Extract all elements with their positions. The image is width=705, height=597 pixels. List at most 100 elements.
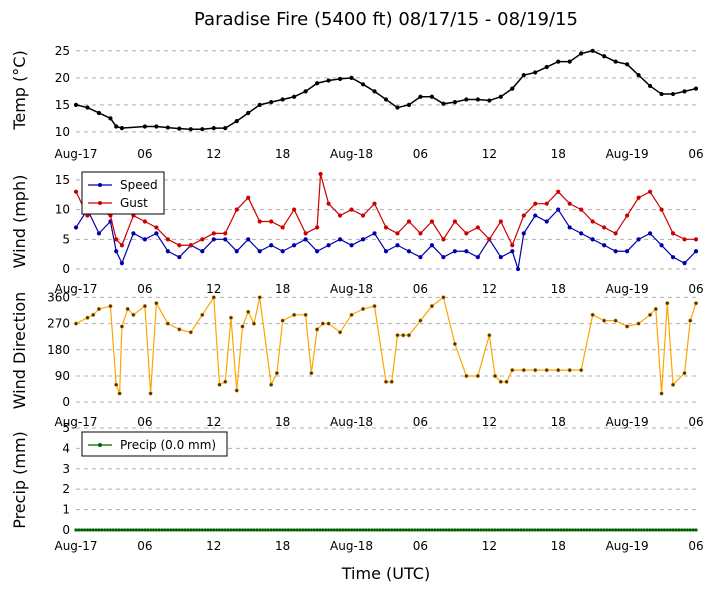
data-point-gust bbox=[142, 219, 147, 224]
data-point-precip bbox=[441, 528, 446, 532]
data-point-speed bbox=[510, 249, 515, 254]
data-point-precip bbox=[329, 528, 334, 532]
data-point-temp bbox=[441, 101, 446, 106]
data-point-speed bbox=[315, 249, 320, 254]
data-point-precip bbox=[146, 528, 150, 532]
data-point-speed bbox=[223, 237, 228, 242]
data-point-direction bbox=[625, 324, 630, 329]
y-tick-label: 4 bbox=[62, 441, 70, 455]
data-point-precip bbox=[493, 528, 497, 532]
data-point-speed bbox=[383, 249, 389, 254]
data-point-precip bbox=[151, 528, 156, 532]
data-point-direction bbox=[567, 368, 572, 373]
data-point-precip bbox=[507, 528, 512, 532]
data-point-precip bbox=[263, 528, 268, 532]
data-point-precip bbox=[111, 528, 115, 532]
data-point-precip bbox=[252, 528, 256, 532]
data-point-precip bbox=[266, 528, 270, 532]
data-point-direction bbox=[142, 304, 147, 309]
data-point-direction bbox=[636, 321, 641, 326]
data-point-precip bbox=[593, 528, 598, 532]
data-point-direction bbox=[303, 312, 308, 317]
data-point-precip bbox=[648, 528, 652, 532]
data-point-precip bbox=[229, 528, 233, 532]
data-point-precip bbox=[530, 528, 534, 532]
data-point-precip bbox=[588, 528, 592, 532]
data-point-gust bbox=[200, 237, 205, 242]
data-point-temp bbox=[602, 54, 607, 59]
data-point-precip bbox=[490, 528, 494, 532]
data-point-gust bbox=[602, 225, 607, 230]
data-point-precip bbox=[464, 528, 468, 532]
x-tick-label: 06 bbox=[137, 415, 152, 429]
data-point-speed bbox=[515, 266, 521, 272]
y-tick-label: 15 bbox=[55, 98, 70, 112]
data-point-direction bbox=[504, 379, 509, 384]
data-point-gust bbox=[211, 231, 216, 236]
data-point-temp bbox=[211, 126, 216, 131]
data-point-precip bbox=[166, 528, 170, 532]
data-point-gust bbox=[315, 225, 320, 230]
data-point-gust bbox=[349, 207, 354, 212]
data-point-direction bbox=[653, 306, 658, 312]
data-point-temp bbox=[487, 98, 492, 103]
data-point-direction bbox=[688, 318, 693, 323]
data-point-gust bbox=[487, 237, 492, 242]
data-point-precip bbox=[232, 528, 236, 532]
data-point-temp bbox=[659, 91, 664, 97]
data-point-precip bbox=[326, 528, 331, 532]
data-point-precip bbox=[286, 528, 291, 532]
data-point-speed bbox=[544, 219, 549, 224]
data-point-precip bbox=[688, 528, 692, 532]
data-point-precip bbox=[375, 528, 379, 532]
data-point-temp bbox=[142, 124, 147, 129]
data-point-precip bbox=[479, 528, 483, 532]
data-point-gust bbox=[246, 195, 251, 200]
data-point-precip bbox=[591, 528, 595, 532]
data-point-precip bbox=[292, 528, 296, 532]
data-point-gust bbox=[257, 219, 262, 224]
data-point-temp bbox=[188, 127, 193, 132]
data-point-direction bbox=[154, 301, 159, 306]
data-point-speed bbox=[269, 243, 274, 248]
data-point-gust bbox=[429, 219, 435, 224]
data-point-gust bbox=[579, 207, 584, 212]
data-point-speed bbox=[464, 249, 469, 254]
y-tick-label: 270 bbox=[47, 317, 70, 331]
data-point-precip bbox=[235, 528, 239, 532]
data-point-direction bbox=[114, 382, 119, 387]
data-point-speed bbox=[498, 255, 503, 260]
data-point-precip bbox=[407, 528, 411, 532]
x-tick-label: 12 bbox=[206, 147, 221, 161]
data-point-temp bbox=[315, 81, 320, 86]
x-tick-label: Aug-18 bbox=[330, 415, 373, 429]
data-point-gust bbox=[521, 213, 526, 218]
x-tick-label: 18 bbox=[551, 539, 566, 553]
y-tick-label: 3 bbox=[62, 462, 70, 476]
data-point-temp bbox=[693, 86, 699, 91]
data-point-gust bbox=[441, 237, 446, 242]
data-point-precip bbox=[487, 528, 491, 532]
data-point-precip bbox=[404, 528, 408, 532]
data-point-temp bbox=[510, 86, 515, 91]
data-point-gust bbox=[556, 189, 561, 194]
y-tick-label: 2 bbox=[62, 482, 70, 496]
data-point-gust bbox=[383, 225, 389, 230]
data-point-precip bbox=[398, 528, 402, 532]
y-tick-label: 0 bbox=[62, 395, 70, 409]
data-point-direction bbox=[326, 321, 331, 326]
data-point-direction bbox=[125, 306, 130, 312]
y-tick-label: 5 bbox=[62, 232, 70, 246]
data-point-precip bbox=[651, 528, 655, 532]
data-point-temp bbox=[165, 125, 170, 130]
data-point-temp bbox=[579, 51, 584, 56]
data-point-precip bbox=[685, 528, 689, 532]
data-point-precip bbox=[542, 528, 546, 532]
data-point-gust bbox=[326, 201, 331, 206]
y-axis-label: Precip (mm) bbox=[10, 431, 29, 529]
data-point-precip bbox=[602, 528, 606, 532]
data-point-precip bbox=[255, 528, 259, 532]
x-tick-label: Aug-19 bbox=[606, 415, 649, 429]
data-point-precip bbox=[249, 528, 253, 532]
